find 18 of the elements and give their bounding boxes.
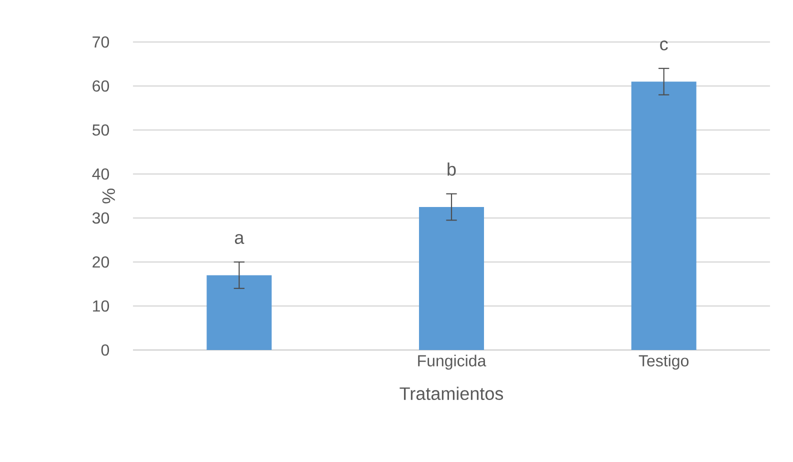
x-tick-label: Testigo bbox=[638, 354, 689, 370]
y-tick-label: 50 bbox=[92, 124, 110, 136]
bar bbox=[631, 82, 696, 350]
y-tick-label: 40 bbox=[92, 168, 110, 180]
y-tick-label: 0 bbox=[101, 344, 110, 356]
annotation: a bbox=[234, 234, 244, 244]
bar bbox=[206, 275, 272, 350]
x-axis-title: Tratamientos bbox=[400, 386, 504, 400]
annotation: b bbox=[448, 162, 456, 176]
y-tick-label: 60 bbox=[92, 80, 110, 92]
bar bbox=[419, 207, 484, 350]
y-tick-label: 30 bbox=[92, 212, 110, 224]
y-tick-label: 20 bbox=[92, 256, 110, 268]
y-tick-label: 10 bbox=[93, 300, 110, 312]
y-axis-title: % bbox=[102, 188, 115, 204]
x-tick-label: Fungicida bbox=[418, 354, 486, 370]
annotation: c bbox=[660, 40, 668, 50]
y-tick-label: 70 bbox=[92, 36, 110, 48]
